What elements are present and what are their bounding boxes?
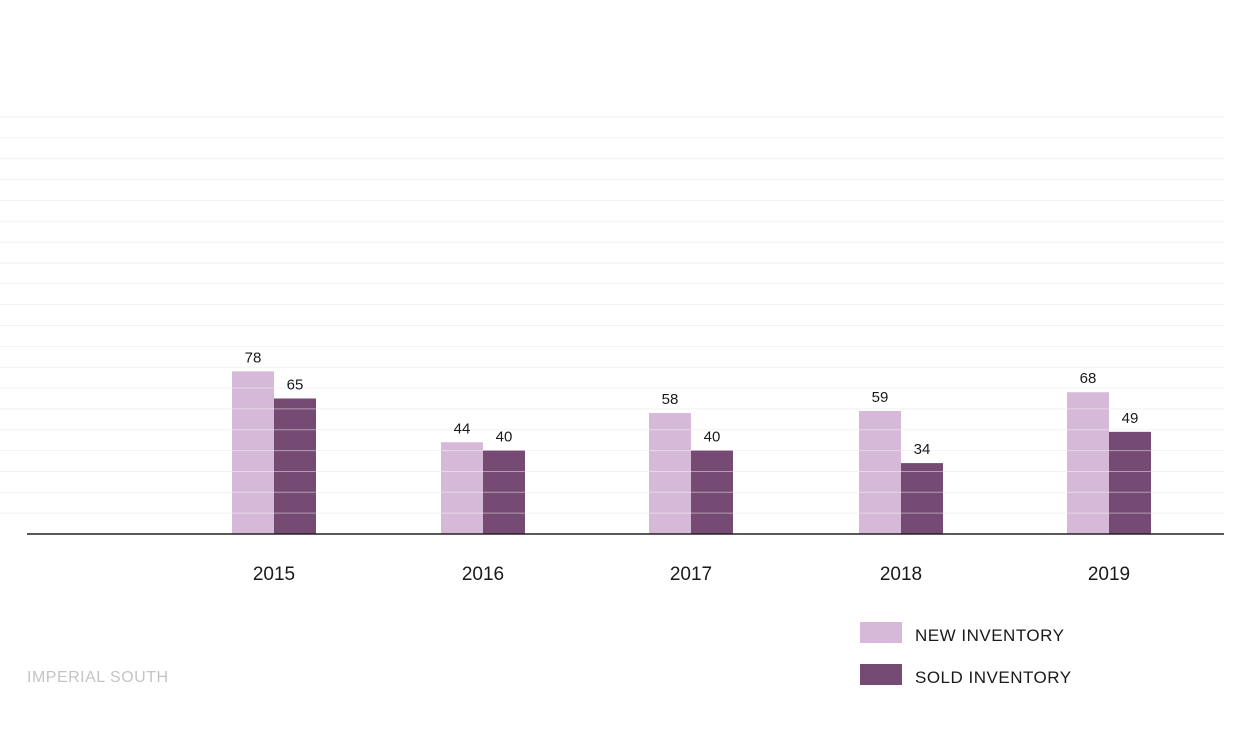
bar-new-2018 bbox=[859, 410, 901, 534]
bar-sold-2017 bbox=[691, 450, 733, 534]
data-label-new-2015: 78 bbox=[245, 349, 262, 366]
data-label-sold-2017: 40 bbox=[704, 429, 721, 446]
bar-sold-2015 bbox=[274, 398, 316, 534]
x-tick-label-2016: 2016 bbox=[462, 564, 504, 585]
data-label-new-2017: 58 bbox=[662, 391, 679, 408]
data-label-sold-2018: 34 bbox=[914, 441, 931, 458]
x-tick-labels: 2015 2016 2017 2018 2019 bbox=[253, 564, 1130, 585]
legend-label-new-inventory: NEW INVENTORY bbox=[915, 626, 1065, 645]
data-label-new-2018: 59 bbox=[872, 389, 889, 406]
legend-swatch-sold-inventory bbox=[860, 663, 902, 685]
bar-sold-2019 bbox=[1109, 431, 1151, 534]
bars bbox=[232, 371, 1151, 534]
data-label-new-2016: 44 bbox=[454, 420, 471, 437]
bar-sold-2016 bbox=[483, 450, 525, 534]
x-tick-label-2015: 2015 bbox=[253, 564, 295, 585]
bar-new-2015 bbox=[232, 371, 274, 534]
x-tick-label-2017: 2017 bbox=[670, 564, 712, 585]
gridlines bbox=[0, 116, 1224, 514]
data-label-sold-2015: 65 bbox=[287, 376, 304, 393]
legend: NEW INVENTORY SOLD INVENTORY bbox=[860, 621, 1072, 705]
bar-sold-2018 bbox=[901, 463, 943, 534]
legend-item-new-inventory: NEW INVENTORY bbox=[860, 621, 1072, 645]
x-tick-label-2018: 2018 bbox=[880, 564, 922, 585]
data-labels: 78 65 44 40 58 40 59 34 68 49 bbox=[245, 349, 1139, 458]
bar-new-2019 bbox=[1067, 392, 1109, 534]
bar-new-2016 bbox=[441, 442, 483, 534]
legend-item-sold-inventory: SOLD INVENTORY bbox=[860, 663, 1072, 687]
legend-label-sold-inventory: SOLD INVENTORY bbox=[915, 668, 1072, 687]
x-tick-label-2019: 2019 bbox=[1088, 564, 1130, 585]
bar-overlay-lines bbox=[232, 387, 1151, 514]
bar-new-2017 bbox=[649, 413, 691, 534]
data-label-sold-2019: 49 bbox=[1122, 410, 1139, 427]
legend-swatch-new-inventory bbox=[860, 621, 902, 643]
brand-watermark: IMPERIAL SOUTH bbox=[27, 669, 169, 686]
data-label-new-2019: 68 bbox=[1080, 370, 1097, 387]
data-label-sold-2016: 40 bbox=[496, 429, 513, 446]
